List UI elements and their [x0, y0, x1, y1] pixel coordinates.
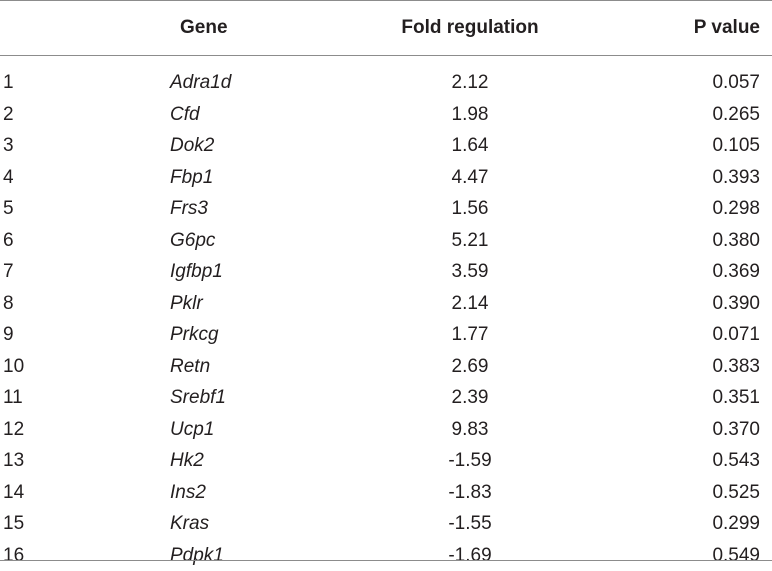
row-index: 7: [3, 256, 63, 288]
fold-regulation-value: 4.47: [340, 162, 600, 194]
p-value: 0.525: [640, 477, 760, 509]
fold-regulation-value: -1.55: [340, 508, 600, 540]
fold-regulation-value: 5.21: [340, 225, 600, 257]
fold-regulation-value: 1.77: [340, 319, 600, 351]
fold-regulation-value: -1.59: [340, 445, 600, 477]
row-index: 4: [3, 162, 63, 194]
header-gene: Gene: [180, 0, 280, 55]
p-value: 0.549: [640, 540, 760, 571]
fold-regulation-value: 1.64: [340, 130, 600, 162]
row-index: 6: [3, 225, 63, 257]
fold-regulation-value: -1.69: [340, 540, 600, 571]
p-value: 0.380: [640, 225, 760, 257]
fold-regulation-value: 9.83: [340, 414, 600, 446]
row-index: 16: [3, 540, 63, 571]
p-value: 0.071: [640, 319, 760, 351]
fold-regulation-value: 2.69: [340, 351, 600, 383]
fold-regulation-value: 2.39: [340, 382, 600, 414]
p-value: 0.390: [640, 288, 760, 320]
p-value: 0.265: [640, 99, 760, 131]
p-value: 0.105: [640, 130, 760, 162]
fold-regulation-value: 2.14: [340, 288, 600, 320]
fold-regulation-value: -1.83: [340, 477, 600, 509]
p-value: 0.370: [640, 414, 760, 446]
table-header-row: Gene Fold regulation P value: [0, 0, 772, 55]
p-value: 0.543: [640, 445, 760, 477]
row-index: 12: [3, 414, 63, 446]
p-value: 0.298: [640, 193, 760, 225]
p-value: 0.351: [640, 382, 760, 414]
fold-regulation-value: 1.98: [340, 99, 600, 131]
p-value: 0.299: [640, 508, 760, 540]
header-fold-regulation: Fold regulation: [340, 0, 600, 55]
row-index: 3: [3, 130, 63, 162]
fold-regulation-value: 2.12: [340, 67, 600, 99]
p-value: 0.383: [640, 351, 760, 383]
fold-regulation-value: 3.59: [340, 256, 600, 288]
row-index: 10: [3, 351, 63, 383]
p-value: 0.057: [640, 67, 760, 99]
row-index: 8: [3, 288, 63, 320]
fold-regulation-value: 1.56: [340, 193, 600, 225]
row-index: 9: [3, 319, 63, 351]
p-value: 0.393: [640, 162, 760, 194]
row-index: 15: [3, 508, 63, 540]
row-index: 13: [3, 445, 63, 477]
header-p-value: P value: [640, 0, 760, 55]
p-value: 0.369: [640, 256, 760, 288]
row-index: 5: [3, 193, 63, 225]
row-index: 14: [3, 477, 63, 509]
table-header-rule: [0, 55, 772, 56]
row-index: 1: [3, 67, 63, 99]
table-bottom-rule: [0, 560, 772, 561]
row-index: 2: [3, 99, 63, 131]
row-index: 11: [3, 382, 63, 414]
